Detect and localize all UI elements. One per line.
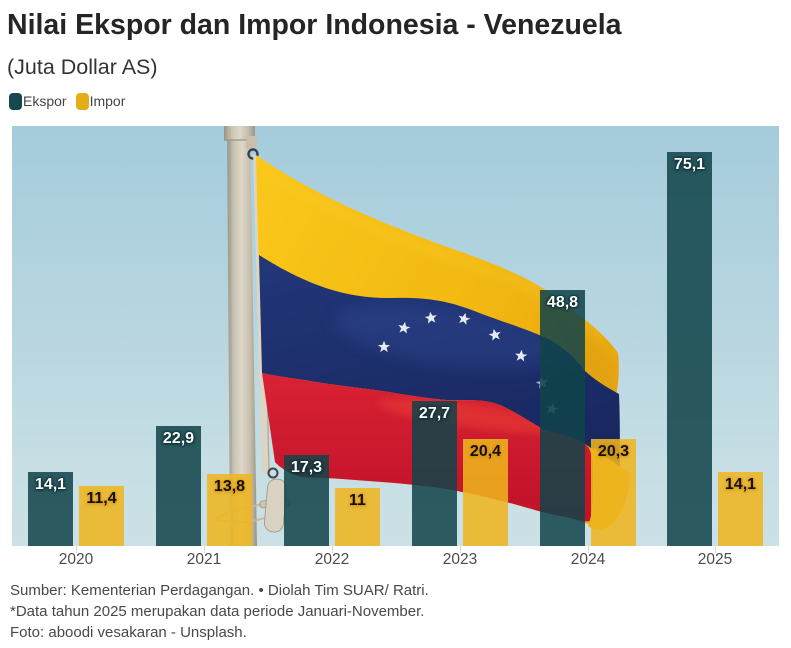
svg-text:75,1: 75,1 [674, 156, 705, 173]
svg-text:14,1: 14,1 [35, 476, 66, 493]
svg-text:48,8: 48,8 [547, 294, 578, 311]
svg-text:17,3: 17,3 [291, 459, 322, 476]
svg-text:11,4: 11,4 [86, 490, 116, 507]
svg-text:20,4: 20,4 [470, 443, 501, 460]
svg-text:14,1: 14,1 [725, 476, 756, 493]
svg-text:27,7: 27,7 [419, 405, 450, 422]
svg-text:22,9: 22,9 [163, 430, 194, 447]
svg-text:11: 11 [349, 492, 366, 509]
svg-text:20,3: 20,3 [598, 443, 629, 460]
svg-text:13,8: 13,8 [214, 478, 245, 495]
